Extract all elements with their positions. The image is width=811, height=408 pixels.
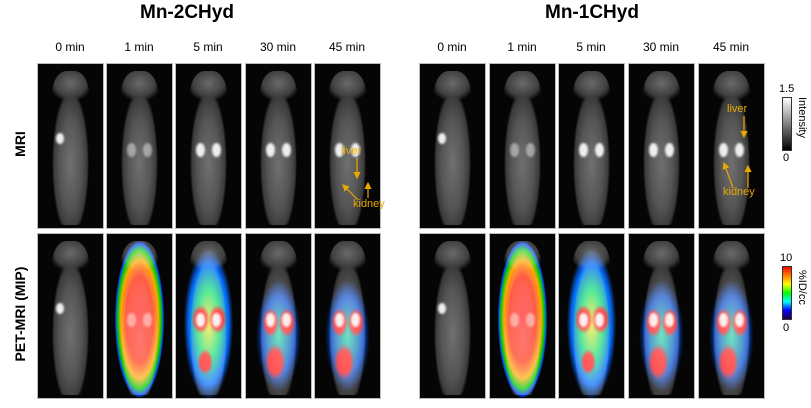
mri-image	[106, 63, 173, 229]
mouse-body	[52, 70, 89, 225]
organ-signal	[56, 302, 64, 315]
mouse-body	[434, 70, 471, 225]
pet-overlay	[246, 234, 311, 398]
kidney-signal	[509, 142, 519, 158]
kidney-signal	[735, 142, 745, 158]
pet-mri-image	[558, 233, 625, 399]
mri-image	[245, 63, 312, 229]
pet-mri-image	[245, 233, 312, 399]
arrow-kidney-left-1	[342, 184, 359, 201]
group-title-mn-2chyd: Mn-2CHyd	[140, 2, 234, 23]
timepoint-label: 1 min	[124, 40, 154, 54]
organ-signal	[438, 302, 446, 315]
kidney-signal	[578, 142, 588, 158]
group-title-mn-1chyd: Mn-1CHyd	[545, 2, 639, 23]
timepoint-label: 30 min	[259, 40, 297, 54]
kidney-signal	[334, 142, 344, 158]
pet-colorbar-min: 0	[783, 322, 790, 334]
timepoint-label: 30 min	[642, 40, 680, 54]
kidney-signal	[526, 142, 536, 158]
pet-mri-image	[175, 233, 242, 399]
pet-mri-image	[314, 233, 381, 399]
mri-image	[175, 63, 242, 229]
pet-overlay	[490, 234, 555, 398]
kidney-signal	[126, 142, 136, 158]
pet-overlay	[629, 234, 694, 398]
arrow-kidney-right-1	[722, 161, 734, 189]
pet-overlay	[107, 234, 172, 398]
organ-signal	[56, 132, 64, 145]
annotation-liver-right: liver	[727, 103, 748, 115]
timepoint-label: 5 min	[576, 40, 606, 54]
mri-colorbar-max: 1.5	[779, 83, 795, 95]
kidney-signal	[265, 142, 275, 158]
mri-image	[489, 63, 556, 229]
timepoint-label: 0 min	[437, 40, 467, 54]
pet-overlay	[176, 234, 241, 398]
pet-mri-image	[489, 233, 556, 399]
timepoint-label: 0 min	[55, 40, 85, 54]
kidney-signal	[595, 142, 605, 158]
kidney-signal	[282, 142, 292, 158]
kidney-signal	[195, 142, 205, 158]
timepoint-label: 45 min	[712, 40, 750, 54]
kidney-signal	[351, 142, 361, 158]
mri-image	[558, 63, 625, 229]
pet-overlay	[315, 234, 380, 398]
annotation-kidney-left: kidney	[353, 198, 385, 210]
pet-overlay	[699, 234, 764, 398]
kidney-signal	[648, 142, 658, 158]
pet-mri-image	[698, 233, 765, 399]
pet-mri-image	[106, 233, 173, 399]
mri-image	[419, 63, 486, 229]
pet-colorbar	[782, 266, 792, 320]
mri-image	[698, 63, 765, 229]
timepoint-label: 45 min	[328, 40, 366, 54]
pet-overlay	[559, 234, 624, 398]
mri-image	[37, 63, 104, 229]
mri-colorbar-min: 0	[783, 152, 790, 164]
pet-mri-image	[37, 233, 104, 399]
pet-colorbar-label: %ID/cc	[796, 270, 808, 305]
mri-colorbar	[782, 97, 792, 151]
pet-colorbar-max: 10	[780, 252, 793, 264]
mri-image	[314, 63, 381, 229]
annotation-liver-left: liver	[341, 145, 362, 157]
mri-colorbar-label: Intensity	[796, 97, 808, 138]
mouse-body	[434, 240, 471, 395]
pet-mri-image	[419, 233, 486, 399]
kidney-signal	[718, 142, 728, 158]
mri-image	[628, 63, 695, 229]
pet-mri-image	[628, 233, 695, 399]
organ-signal	[438, 132, 446, 145]
kidney-signal	[665, 142, 675, 158]
mouse-body	[52, 240, 89, 395]
timepoint-label: 1 min	[507, 40, 537, 54]
kidney-signal	[143, 142, 153, 158]
kidney-signal	[212, 142, 222, 158]
timepoint-label: 5 min	[193, 40, 223, 54]
annotation-kidney-right: kidney	[723, 186, 755, 198]
